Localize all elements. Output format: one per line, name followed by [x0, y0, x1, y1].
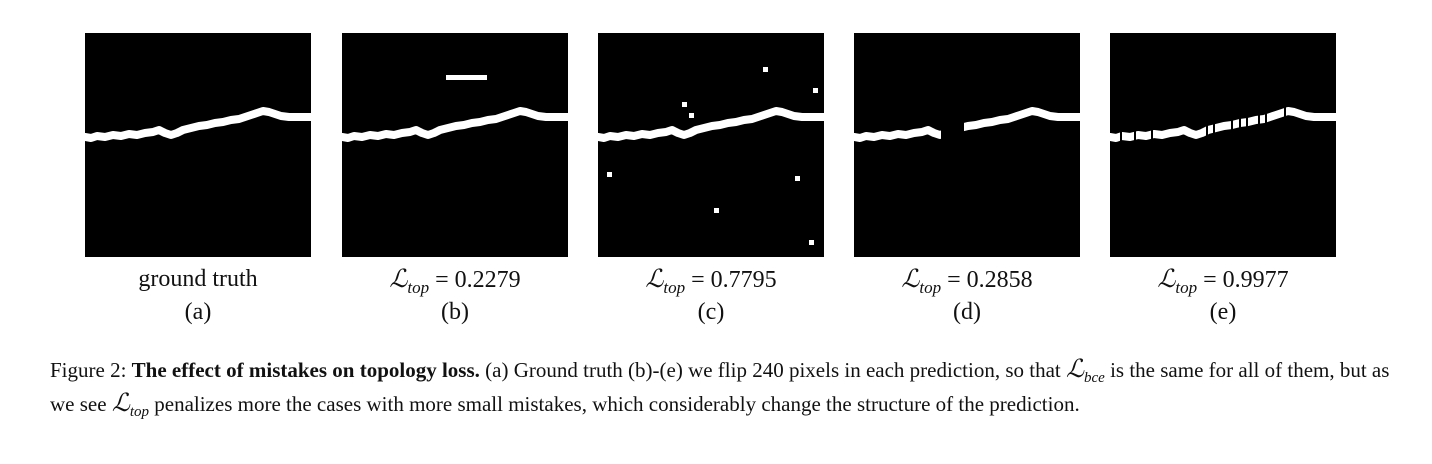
loss-symbol: ℒ [389, 264, 408, 293]
equals-sign: = [435, 267, 449, 293]
caption-text-2: is the same for all of them, but as we s… [50, 358, 1390, 416]
loss-value: 0.7795 [710, 267, 777, 293]
panel-c-letter: (c) [697, 299, 725, 325]
equals-sign: = [691, 267, 705, 293]
loss-value: 0.2858 [966, 267, 1033, 293]
prediction-e-mask [1110, 33, 1336, 257]
panel-a-letter: (a) [184, 299, 212, 325]
equals-sign: = [947, 267, 961, 293]
caption-text-3: penalizes more the cases with more small… [149, 392, 1080, 416]
loss-value: 0.2279 [454, 267, 521, 293]
flipped-cuts [1120, 105, 1286, 148]
panel-d-image [854, 33, 1080, 257]
loss-subscript: top [407, 278, 430, 297]
loss-subscript: top [1175, 278, 1198, 297]
panel-d-letter: (d) [953, 299, 981, 325]
panel-e-image [1110, 33, 1336, 257]
panel-e-loss: ℒtop = 0.9977 [1110, 264, 1336, 297]
loss-subscript: top [663, 278, 686, 297]
ground-truth-mask [85, 33, 311, 257]
caption-title: The effect of mistakes on topology loss. [131, 358, 480, 382]
loss-symbol: ℒ [901, 264, 920, 293]
prediction-b-mask [342, 33, 568, 257]
flipped-dots [607, 67, 818, 245]
panel-a-caption: ground truth [85, 264, 311, 294]
loss-symbol: ℒ [645, 264, 664, 293]
panel-b-image [342, 33, 568, 257]
loss-bce-subscript: bce [1084, 370, 1105, 386]
caption-prefix: Figure 2: [50, 358, 132, 382]
loss-symbol: ℒ [1157, 264, 1176, 293]
loss-value: 0.9977 [1222, 267, 1289, 293]
panel-b-letter: (b) [441, 299, 469, 325]
panel-a-text: ground truth [138, 266, 258, 292]
panel-c-image [598, 33, 824, 257]
prediction-d-mask [854, 33, 1080, 257]
flipped-bar [446, 75, 487, 80]
loss-top-subscript: top [129, 404, 149, 420]
loss-subscript: top [919, 278, 942, 297]
panel-a-image [85, 33, 311, 257]
panel-b-loss: ℒtop = 0.2279 [342, 264, 568, 297]
panel-c-loss: ℒtop = 0.7795 [598, 264, 824, 297]
loss-bce-symbol: ℒ [1065, 354, 1084, 383]
loss-top-symbol: ℒ [111, 388, 130, 417]
panel-e-letter: (e) [1209, 299, 1237, 325]
prediction-c-mask [598, 33, 824, 257]
caption-text-1: (a) Ground truth (b)-(e) we flip 240 pix… [479, 358, 1066, 382]
panel-d-loss: ℒtop = 0.2858 [854, 264, 1080, 297]
figure-caption: Figure 2: The effect of mistakes on topo… [50, 354, 1390, 422]
equals-sign: = [1203, 267, 1217, 293]
